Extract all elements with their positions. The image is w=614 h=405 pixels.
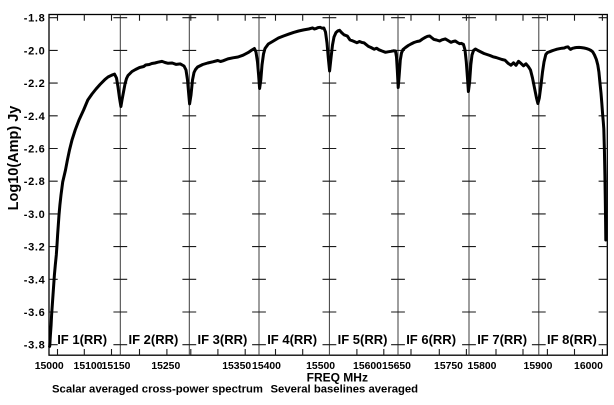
- svg-text:-3.6: -3.6: [24, 307, 46, 319]
- svg-text:-3.0: -3.0: [24, 209, 46, 221]
- svg-text:15600: 15600: [353, 361, 382, 372]
- svg-text:15650: 15650: [382, 361, 411, 372]
- svg-text:15750: 15750: [434, 361, 463, 372]
- svg-text:-3.2: -3.2: [24, 242, 46, 254]
- svg-text:IF 5(RR): IF 5(RR): [338, 332, 388, 347]
- svg-text:Log10(Amp) Jy: Log10(Amp) Jy: [6, 106, 22, 211]
- svg-text:-3.4: -3.4: [24, 274, 46, 286]
- svg-text:15800: 15800: [468, 361, 497, 372]
- svg-text:FREQ MHz: FREQ MHz: [307, 370, 368, 384]
- svg-text:IF 4(RR): IF 4(RR): [267, 332, 317, 347]
- svg-text:IF 3(RR): IF 3(RR): [198, 332, 248, 347]
- svg-text:IF 7(RR): IF 7(RR): [477, 332, 527, 347]
- svg-text:IF 1(RR): IF 1(RR): [57, 332, 107, 347]
- svg-text:15400: 15400: [252, 361, 281, 372]
- svg-text:IF 2(RR): IF 2(RR): [129, 332, 179, 347]
- svg-text:IF 6(RR): IF 6(RR): [406, 332, 456, 347]
- svg-text:15250: 15250: [151, 361, 180, 372]
- svg-text:IF 8(RR): IF 8(RR): [547, 332, 597, 347]
- svg-text:15150: 15150: [102, 361, 131, 372]
- svg-text:-2.2: -2.2: [24, 78, 46, 90]
- svg-text:-2.4: -2.4: [24, 111, 46, 123]
- svg-text:-1.8: -1.8: [24, 13, 46, 25]
- svg-text:15500: 15500: [306, 361, 335, 372]
- svg-text:-2.0: -2.0: [24, 45, 46, 57]
- svg-text:-2.8: -2.8: [24, 176, 46, 188]
- svg-text:Several baselines averaged: Several baselines averaged: [271, 384, 419, 396]
- svg-text:15000: 15000: [35, 361, 64, 372]
- svg-text:-2.6: -2.6: [24, 144, 46, 156]
- svg-text:-3.8: -3.8: [24, 340, 46, 352]
- svg-text:Scalar averaged cross-power sp: Scalar averaged cross-power spectrum: [52, 384, 263, 396]
- svg-text:15350: 15350: [222, 361, 251, 372]
- svg-text:15900: 15900: [524, 361, 553, 372]
- svg-text:16000: 16000: [574, 361, 603, 372]
- svg-text:15100: 15100: [74, 361, 103, 372]
